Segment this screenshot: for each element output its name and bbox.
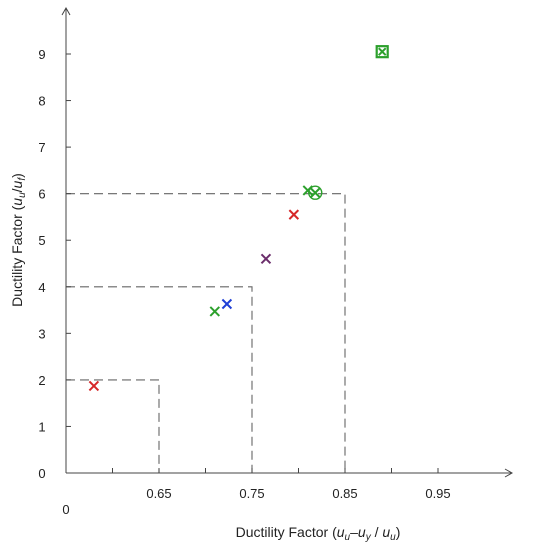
reference-box-line xyxy=(66,193,346,473)
y-tick-label: 1 xyxy=(38,419,45,434)
y-tick-label: 2 xyxy=(38,373,45,388)
x-axis-title: Ductility Factor (uu–uy / uu) xyxy=(236,524,401,543)
reference-dashed-boxes xyxy=(66,193,346,473)
point-cross-stroke xyxy=(377,47,387,56)
y-tick-label: 9 xyxy=(38,47,45,62)
point-square xyxy=(375,45,389,59)
data-point-circle-x xyxy=(308,185,323,200)
data-point-square-x xyxy=(375,45,389,59)
y-tick-label: 0 xyxy=(38,466,45,481)
y-tick-label: 6 xyxy=(38,187,45,202)
y-tick-label: 4 xyxy=(38,280,45,295)
y-tick-label: 5 xyxy=(38,233,45,248)
data-points xyxy=(88,45,389,392)
origin-label: 0 xyxy=(62,502,69,517)
data-point-x xyxy=(221,298,233,310)
data-point-x xyxy=(88,380,100,392)
point-cross-stroke xyxy=(310,187,321,198)
y-axis-title: Ductility Factor (uu/uf) xyxy=(9,173,28,307)
point-cross-stroke xyxy=(209,306,221,317)
point-cross-stroke xyxy=(88,380,100,392)
reference-box-line xyxy=(66,286,253,473)
data-point-x xyxy=(260,253,272,265)
data-point-x xyxy=(209,306,221,317)
x-tick-label: 0.65 xyxy=(146,486,171,501)
data-point-x xyxy=(288,209,300,220)
reference-box-line xyxy=(66,379,160,473)
y-tick-label: 3 xyxy=(38,326,45,341)
x-tick-label: 0.75 xyxy=(239,486,264,501)
point-cross-stroke xyxy=(221,298,233,310)
x-tick-label: 0.85 xyxy=(332,486,357,501)
y-axis-arrow-icon xyxy=(61,6,71,16)
y-tick-label: 8 xyxy=(38,94,45,109)
point-cross-stroke xyxy=(288,209,300,220)
point-circle xyxy=(308,185,323,200)
x-axis-arrow-icon xyxy=(504,468,514,478)
tick-marks xyxy=(66,53,439,473)
axes xyxy=(61,6,514,478)
x-tick-label: 0.95 xyxy=(425,486,450,501)
y-tick-label: 7 xyxy=(38,140,45,155)
point-cross-stroke xyxy=(260,253,272,265)
tick-labels: 0 1 2 3 4 5 6 7 8 9 0.65 0.75 0.85 0.95 xyxy=(38,47,450,501)
